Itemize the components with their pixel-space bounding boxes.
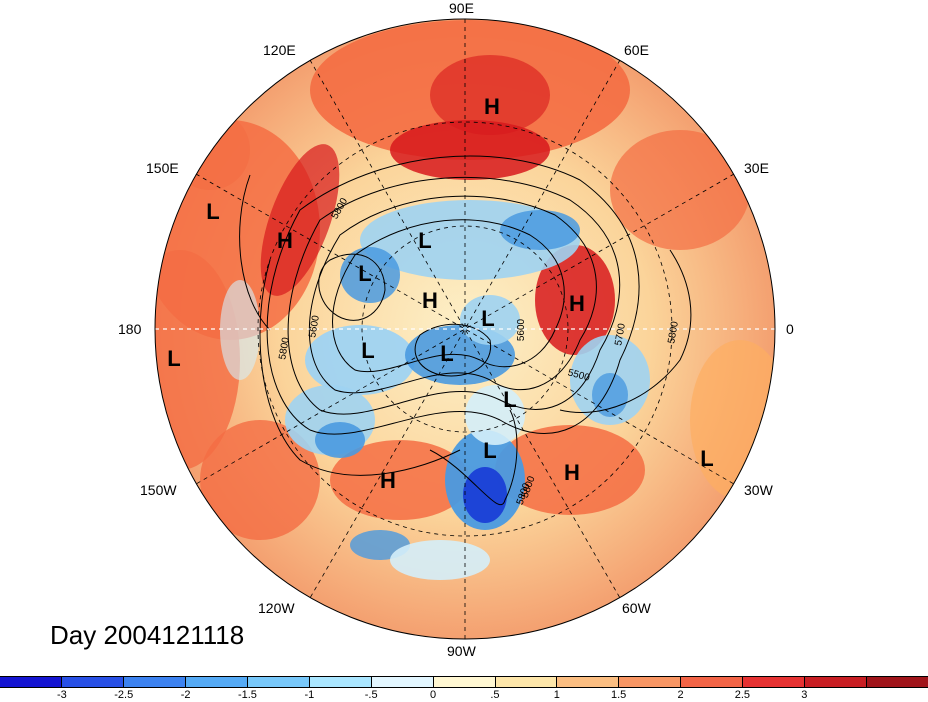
lon-label-30w: 30W	[744, 482, 773, 498]
colorbar-cell	[557, 677, 620, 687]
contour-label: 5800	[666, 320, 681, 344]
graticule	[155, 19, 775, 639]
colorbar-tick-label: 2	[677, 689, 684, 701]
low-pressure-marker: L	[167, 346, 180, 371]
colorbar-cell	[495, 677, 558, 687]
colorbar-tick-label: 1.5	[611, 689, 627, 701]
low-pressure-marker: L	[440, 341, 453, 366]
lon-label-120w: 120W	[258, 600, 295, 616]
low-pressure-marker: L	[418, 228, 431, 253]
lon-label-0: 0	[786, 321, 794, 337]
lon-label-60e: 60E	[624, 42, 649, 58]
colorbar-cell	[185, 677, 248, 687]
map-boundary	[154, 18, 776, 640]
high-pressure-marker: H	[564, 460, 580, 485]
day-label: Day 2004121118	[50, 620, 245, 650]
colorbar-cell	[309, 677, 372, 687]
colorbar-tick-label: 2.5	[734, 689, 751, 701]
high-pressure-marker: H	[380, 468, 396, 493]
colorbar-cell	[619, 677, 682, 687]
pressure-center-group: H L H L L H L H L L L L L H H L	[167, 94, 713, 493]
high-pressure-marker: H	[484, 94, 500, 119]
colorbar-tick-label: .5	[490, 689, 500, 701]
colorbar-tick-label: 1	[553, 689, 560, 701]
colorbar-tick-label: -.5	[364, 689, 378, 701]
low-pressure-marker: L	[206, 199, 219, 224]
high-pressure-marker: H	[422, 288, 438, 313]
low-pressure-marker: L	[361, 338, 374, 363]
colorbar-tick-label: -3	[56, 689, 67, 701]
contour-label: 5600	[307, 314, 322, 338]
contour-label: 5800	[277, 336, 292, 360]
lon-label-150w: 150W	[140, 482, 177, 498]
high-pressure-marker: H	[569, 291, 585, 316]
lon-label-120e: 120E	[263, 42, 296, 58]
height-contours	[239, 155, 692, 506]
colorbar-tick-label: -1.5	[237, 689, 257, 701]
colorbar-tick-label: -1	[304, 689, 315, 701]
low-pressure-marker: L	[481, 306, 494, 331]
contour-label: 5600	[516, 318, 527, 341]
colorbar-cell	[867, 677, 928, 687]
low-pressure-marker: L	[483, 438, 496, 463]
colorbar-tick-label: 3	[801, 689, 808, 701]
lon-label-30e: 30E	[744, 160, 769, 176]
anomaly-field	[155, 19, 775, 639]
high-pressure-marker: H	[277, 228, 293, 253]
lon-label-60w: 60W	[622, 600, 651, 616]
colorbar-cell	[805, 677, 868, 687]
lon-label-90w: 90W	[447, 643, 476, 659]
lon-label-150e: 150E	[146, 160, 179, 176]
colorbar-cell	[681, 677, 744, 687]
colorbar-cell	[247, 677, 310, 687]
low-pressure-marker: L	[700, 446, 713, 471]
low-pressure-marker: L	[503, 387, 516, 412]
lon-label-180: 180	[118, 321, 142, 337]
colorbar-cell	[123, 677, 186, 687]
colorbar-cell	[61, 677, 124, 687]
lon-label-90e: 90E	[449, 0, 474, 16]
low-pressure-marker: L	[358, 261, 371, 286]
colorbar-tick-label: -2	[180, 689, 191, 701]
colorbar-cell	[371, 677, 434, 687]
colorbar-cell	[433, 677, 496, 687]
colorbar-cell	[743, 677, 806, 687]
contour-label: 5700	[613, 322, 628, 346]
colorbar-tick-label: 0	[430, 689, 437, 701]
colorbar	[0, 676, 928, 688]
colorbar-tick-label: -2.5	[114, 689, 134, 701]
colorbar-cell	[0, 677, 62, 687]
